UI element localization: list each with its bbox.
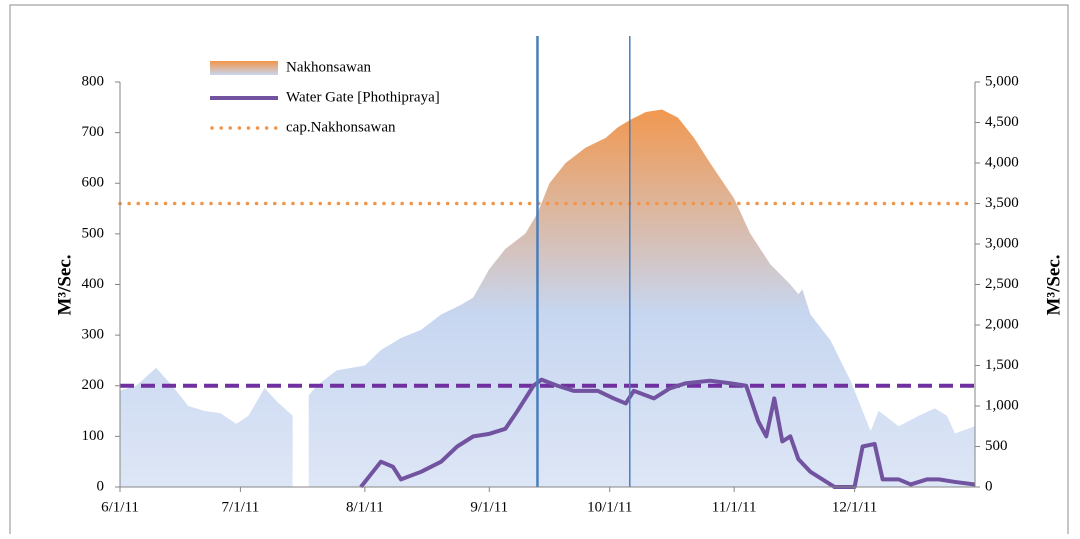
y-tick-label: 200 (82, 377, 105, 393)
x-tick-label: 7/1/11 (222, 499, 260, 515)
y-tick-label: 0 (97, 478, 105, 494)
y-tick-label: 700 (82, 124, 105, 140)
legend-swatch (210, 61, 278, 75)
y2-tick-label: 3,500 (985, 195, 1019, 211)
y2-tick-label: 4,000 (985, 154, 1019, 170)
x-tick-label: 6/1/11 (101, 499, 139, 515)
x-tick-label: 10/1/11 (587, 499, 632, 515)
x-tick-label: 9/1/11 (470, 499, 508, 515)
y-tick-label: 300 (82, 327, 105, 343)
y-tick-label: 500 (82, 225, 105, 241)
y2-tick-label: 1,500 (985, 357, 1019, 373)
legend-label: cap.Nakhonsawan (286, 119, 396, 135)
y-tick-label: 400 (82, 276, 105, 292)
y2-tick-label: 2,000 (985, 316, 1019, 332)
y2-tick-label: 3,000 (985, 235, 1019, 251)
y-axis-title: M³/Sec. (54, 254, 75, 315)
y2-axis-title: M³/Sec. (1043, 254, 1064, 315)
y-tick-label: 800 (82, 73, 105, 89)
frame (9, 4, 1069, 539)
x-tick-label: 8/1/11 (346, 499, 384, 515)
y2-tick-label: 500 (985, 438, 1008, 454)
line (359, 377, 976, 489)
y2-tick-label: 5,000 (985, 73, 1019, 89)
y2-tick-label: 2,500 (985, 276, 1019, 292)
y-tick-label: 100 (82, 428, 105, 444)
y2-tick-label: 4,500 (985, 114, 1019, 130)
x-tick-label: 11/1/11 (712, 499, 757, 515)
x-tick-label: 12/1/11 (832, 499, 877, 515)
legend-label: Water Gate [Phothipraya] (286, 89, 440, 105)
y2-tick-label: 0 (985, 478, 993, 494)
y-tick-label: 600 (82, 175, 105, 191)
legend-label: Nakhonsawan (286, 59, 371, 75)
area (120, 109, 975, 487)
y2-tick-label: 1,000 (985, 397, 1019, 413)
